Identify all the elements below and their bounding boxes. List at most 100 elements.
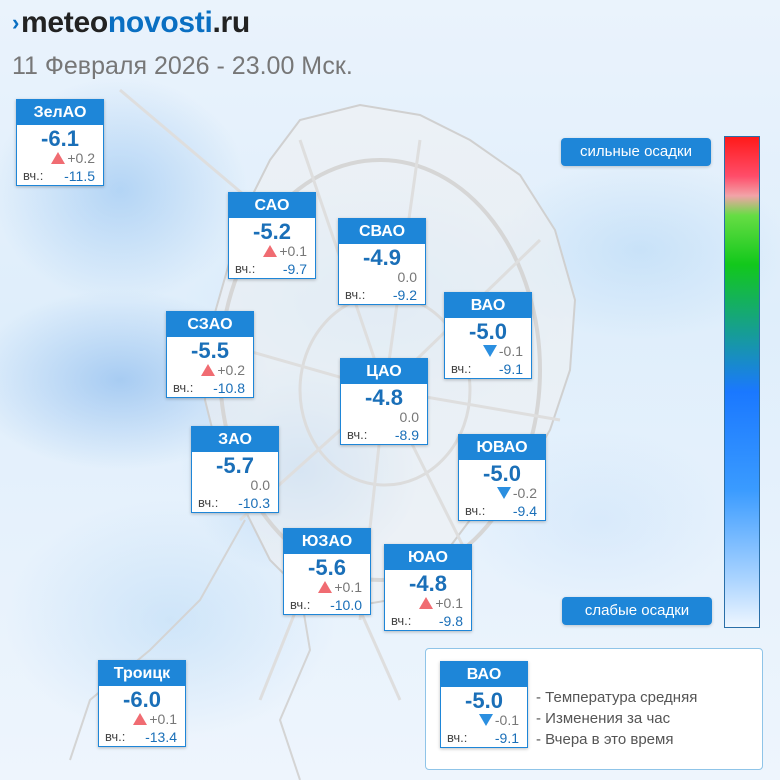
district-card-zelao[interactable]: ЗелАО -6.1 +0.2 вч.: -11.5	[16, 99, 104, 186]
hourly-change-value: +0.1	[334, 579, 362, 595]
yesterday-value: -10.3	[238, 495, 270, 511]
district-name: СЗАО	[167, 312, 253, 337]
district-temperature: -6.0	[123, 687, 161, 712]
yesterday-value: -10.8	[213, 380, 245, 396]
yesterday-row: вч.: -10.3	[192, 494, 278, 512]
scale-label-heavy: сильные осадки	[561, 138, 711, 166]
yesterday-label: вч.:	[465, 503, 486, 518]
yesterday-row: вч.: -9.1	[445, 360, 531, 378]
district-card-yuao[interactable]: ЮАО -4.8 +0.1 вч.: -9.8	[384, 544, 472, 631]
logo-mark-icon: ›	[12, 10, 20, 35]
legend-explanations: - Температура средняя - Изменения за час…	[536, 687, 697, 750]
district-name: ЗелАО	[17, 100, 103, 125]
yesterday-label: вч.:	[447, 730, 468, 745]
yesterday-value: -10.0	[330, 597, 362, 613]
district-temperature: -5.0	[465, 688, 503, 713]
district-temperature: -5.0	[483, 461, 521, 486]
road	[258, 599, 302, 701]
district-temperature: -5.6	[308, 555, 346, 580]
district-card-cao[interactable]: ЦАО -4.8 0.0 вч.: -8.9	[340, 358, 428, 445]
district-card-szao[interactable]: СЗАО -5.5 +0.2 вч.: -10.8	[166, 311, 254, 398]
yesterday-value: -11.5	[64, 168, 95, 184]
logo-text-light: meteo	[21, 6, 108, 39]
trend-up-icon	[318, 581, 333, 593]
trend-up-icon	[419, 597, 434, 609]
yesterday-value: -13.4	[145, 729, 177, 745]
hourly-change-value: -0.1	[494, 712, 519, 728]
yesterday-label: вч.:	[290, 597, 311, 612]
forecast-datetime: 11 Февраля 2026 - 23.00 Мск.	[12, 52, 353, 80]
yesterday-label: вч.:	[347, 427, 368, 442]
new-moscow-boundary	[278, 589, 312, 780]
district-temperature: -4.8	[409, 571, 447, 596]
district-card-yuzao[interactable]: ЮЗАО -5.6 +0.1 вч.: -10.0	[283, 528, 371, 615]
yesterday-label: вч.:	[23, 168, 44, 183]
district-card-zao[interactable]: ЗАО -5.7 0.0 вч.: -10.3	[191, 426, 279, 513]
yesterday-value: -9.1	[494, 730, 519, 746]
yesterday-row: вч.: -9.1	[441, 729, 527, 747]
hourly-change-value: 0.0	[397, 269, 417, 285]
hourly-change: +0.1	[284, 579, 370, 596]
yesterday-row: вч.: -11.5	[17, 167, 103, 185]
trend-up-icon	[51, 152, 66, 164]
yesterday-value: -9.2	[392, 287, 417, 303]
hourly-change: +0.1	[229, 243, 315, 260]
district-card-svao[interactable]: СВАО -4.9 0.0 вч.: -9.2	[338, 218, 426, 305]
district-name: ВАО	[445, 293, 531, 318]
hourly-change: 0.0	[339, 269, 425, 286]
legend-line-change: - Изменения за час	[536, 710, 671, 727]
trend-up-icon	[133, 713, 148, 725]
yesterday-row: вч.: -10.8	[167, 379, 253, 397]
district-name: ЮАО	[385, 545, 471, 570]
district-card-troitsk[interactable]: Троицк -6.0 +0.1 вч.: -13.4	[98, 660, 186, 747]
yesterday-value: -8.9	[394, 427, 419, 443]
hourly-change-value: +0.1	[279, 243, 307, 259]
hourly-change: -0.1	[441, 712, 527, 729]
scale-label-light: слабые осадки	[562, 597, 712, 625]
legend-line-temperature: - Температура средняя	[536, 689, 698, 706]
yesterday-row: вч.: -10.0	[284, 596, 370, 614]
road	[119, 88, 251, 202]
yesterday-label: вч.:	[105, 729, 126, 744]
yesterday-row: вч.: -8.9	[341, 426, 427, 444]
hourly-change: +0.1	[99, 711, 185, 728]
district-temperature: -4.8	[365, 385, 403, 410]
district-name: Троицк	[99, 661, 185, 686]
hourly-change: -0.2	[459, 485, 545, 502]
yesterday-row: вч.: -9.2	[339, 286, 425, 304]
district-name: ВАО	[441, 662, 527, 687]
district-name: САО	[229, 193, 315, 218]
district-temperature: -5.0	[469, 319, 507, 344]
hourly-change: +0.2	[17, 150, 103, 167]
trend-down-icon	[482, 345, 497, 357]
district-name: СВАО	[339, 219, 425, 244]
hourly-change: 0.0	[192, 477, 278, 494]
hourly-change-value: -0.2	[512, 485, 537, 501]
yesterday-label: вч.:	[235, 261, 256, 276]
hourly-change-value: +0.1	[149, 711, 177, 727]
logo-text-suffix: .ru	[212, 6, 250, 39]
yesterday-row: вч.: -9.8	[385, 612, 471, 630]
site-logo[interactable]: ›meteonovosti.ru	[12, 6, 250, 40]
district-temperature: -5.5	[191, 338, 229, 363]
yesterday-label: вч.:	[345, 287, 366, 302]
yesterday-row: вч.: -13.4	[99, 728, 185, 746]
hourly-change: 0.0	[341, 409, 427, 426]
precipitation-scale-bar	[724, 136, 760, 628]
yesterday-value: -9.4	[512, 503, 537, 519]
new-moscow-boundary	[69, 519, 246, 761]
district-name: ЦАО	[341, 359, 427, 384]
district-name: ЮВАО	[459, 435, 545, 460]
district-card-yuvao[interactable]: ЮВАО -5.0 -0.2 вч.: -9.4	[458, 434, 546, 521]
district-temperature: -4.9	[363, 245, 401, 270]
yesterday-row: вч.: -9.4	[459, 502, 545, 520]
district-card-sao[interactable]: САО -5.2 +0.1 вч.: -9.7	[228, 192, 316, 279]
district-name: ЮЗАО	[284, 529, 370, 554]
yesterday-label: вч.:	[391, 613, 412, 628]
district-card-vao[interactable]: ВАО -5.0 -0.1 вч.: -9.1	[444, 292, 532, 379]
district-temperature: -5.7	[216, 453, 254, 478]
hourly-change: +0.2	[167, 362, 253, 379]
district-name: ЗАО	[192, 427, 278, 452]
yesterday-value: -9.7	[282, 261, 307, 277]
